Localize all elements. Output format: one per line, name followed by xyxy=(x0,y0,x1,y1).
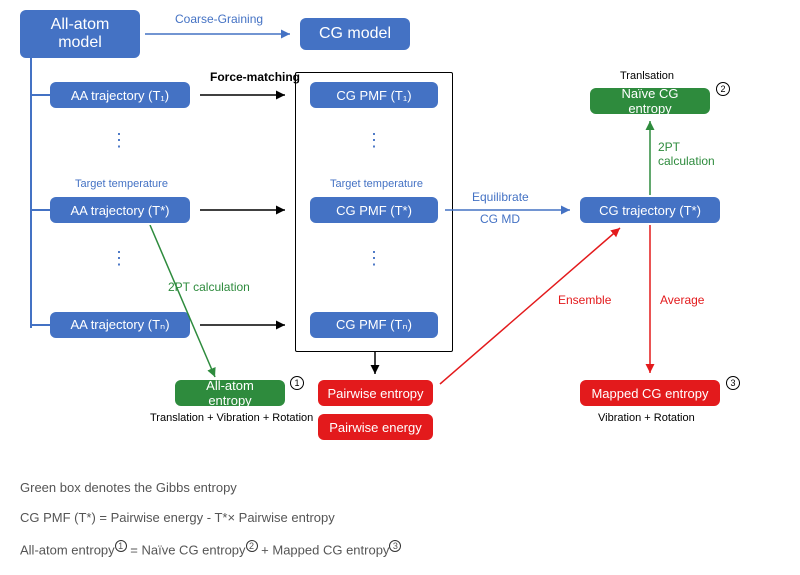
aa-dots-lower: ⋮ xyxy=(110,248,130,269)
cg-dots-upper: ⋮ xyxy=(365,130,385,151)
badge-3: 3 xyxy=(726,376,740,390)
cg-dots-lower: ⋮ xyxy=(365,248,385,269)
pairwise-to-cgtraj-arrow xyxy=(435,222,635,392)
cg-trajectory-box: CG trajectory (T*) xyxy=(580,197,720,223)
eq-line-2: CG PMF (T*) = Pairwise energy - T*× Pair… xyxy=(20,510,335,525)
pairwise-entropy-box: Pairwise entropy xyxy=(318,380,433,406)
mapped-cg-entropy-box: Mapped CG entropy xyxy=(580,380,720,406)
badge-1: 1 xyxy=(290,376,304,390)
equilibrate-label: Equilibrate xyxy=(472,190,529,204)
cgtraj-to-mapped-arrow xyxy=(640,225,660,380)
badge-2: 2 xyxy=(716,82,730,96)
eq-line-1: Green box denotes the Gibbs entropy xyxy=(20,480,237,495)
average-label: Average xyxy=(660,293,704,307)
aa-dots-upper: ⋮ xyxy=(110,130,130,151)
eq3-c: + Mapped CG entropy xyxy=(261,542,389,557)
tvr-label: Translation + Vibration + Rotation xyxy=(150,412,313,424)
translation-label: Tranlsation xyxy=(620,70,674,82)
allatom-model-box: All-atom model xyxy=(20,10,140,58)
cg-pmf-tn-box: CG PMF (Tₙ) xyxy=(310,312,438,338)
tree-trunk-left xyxy=(30,58,32,328)
eq3-b: = Naïve CG entropy xyxy=(130,542,245,557)
aa-to-entropy-arrow xyxy=(145,225,225,385)
naive-cg-entropy-box: Naïve CG entropy xyxy=(590,88,710,114)
cg-model-box: CG model xyxy=(300,18,410,50)
force-matching-label: Force-matching xyxy=(210,70,300,84)
twopt-calc-right-label: 2PT calculation xyxy=(658,140,718,168)
cg-pmf-t1-box: CG PMF (T₁) xyxy=(310,82,438,108)
ensemble-label: Ensemble xyxy=(558,293,611,307)
cgtraj-to-naive-arrow xyxy=(640,115,660,197)
tree-branch-t1-left xyxy=(30,94,50,96)
target-temp-left-label: Target temperature xyxy=(75,178,168,190)
eq3-badge3: 3 xyxy=(389,540,401,552)
allatom-entropy-box: All-atom entropy xyxy=(175,380,285,406)
pairwise-energy-box: Pairwise energy xyxy=(318,414,433,440)
coarse-graining-label: Coarse-Graining xyxy=(175,12,263,26)
cg-pmf-tstar-box: CG PMF (T*) xyxy=(310,197,438,223)
target-temp-mid-label: Target temperature xyxy=(330,178,423,190)
aa-tstar-box: AA trajectory (T*) xyxy=(50,197,190,223)
eq3-badge2: 2 xyxy=(246,540,258,552)
eq3-a: All-atom entropy xyxy=(20,542,115,557)
eq-line-3: All-atom entropy1 = Naïve CG entropy2 + … xyxy=(20,540,401,557)
aa-t1-box: AA trajectory (T₁) xyxy=(50,82,190,108)
eq3-badge1: 1 xyxy=(115,540,127,552)
tree-branch-tstar-left xyxy=(30,209,50,211)
tree-branch-tn-left xyxy=(30,324,50,326)
vr-label: Vibration + Rotation xyxy=(598,412,695,424)
frame-to-pairwise-arrow xyxy=(365,352,385,382)
twopt-calc-left-label: 2PT calculation xyxy=(168,280,250,294)
